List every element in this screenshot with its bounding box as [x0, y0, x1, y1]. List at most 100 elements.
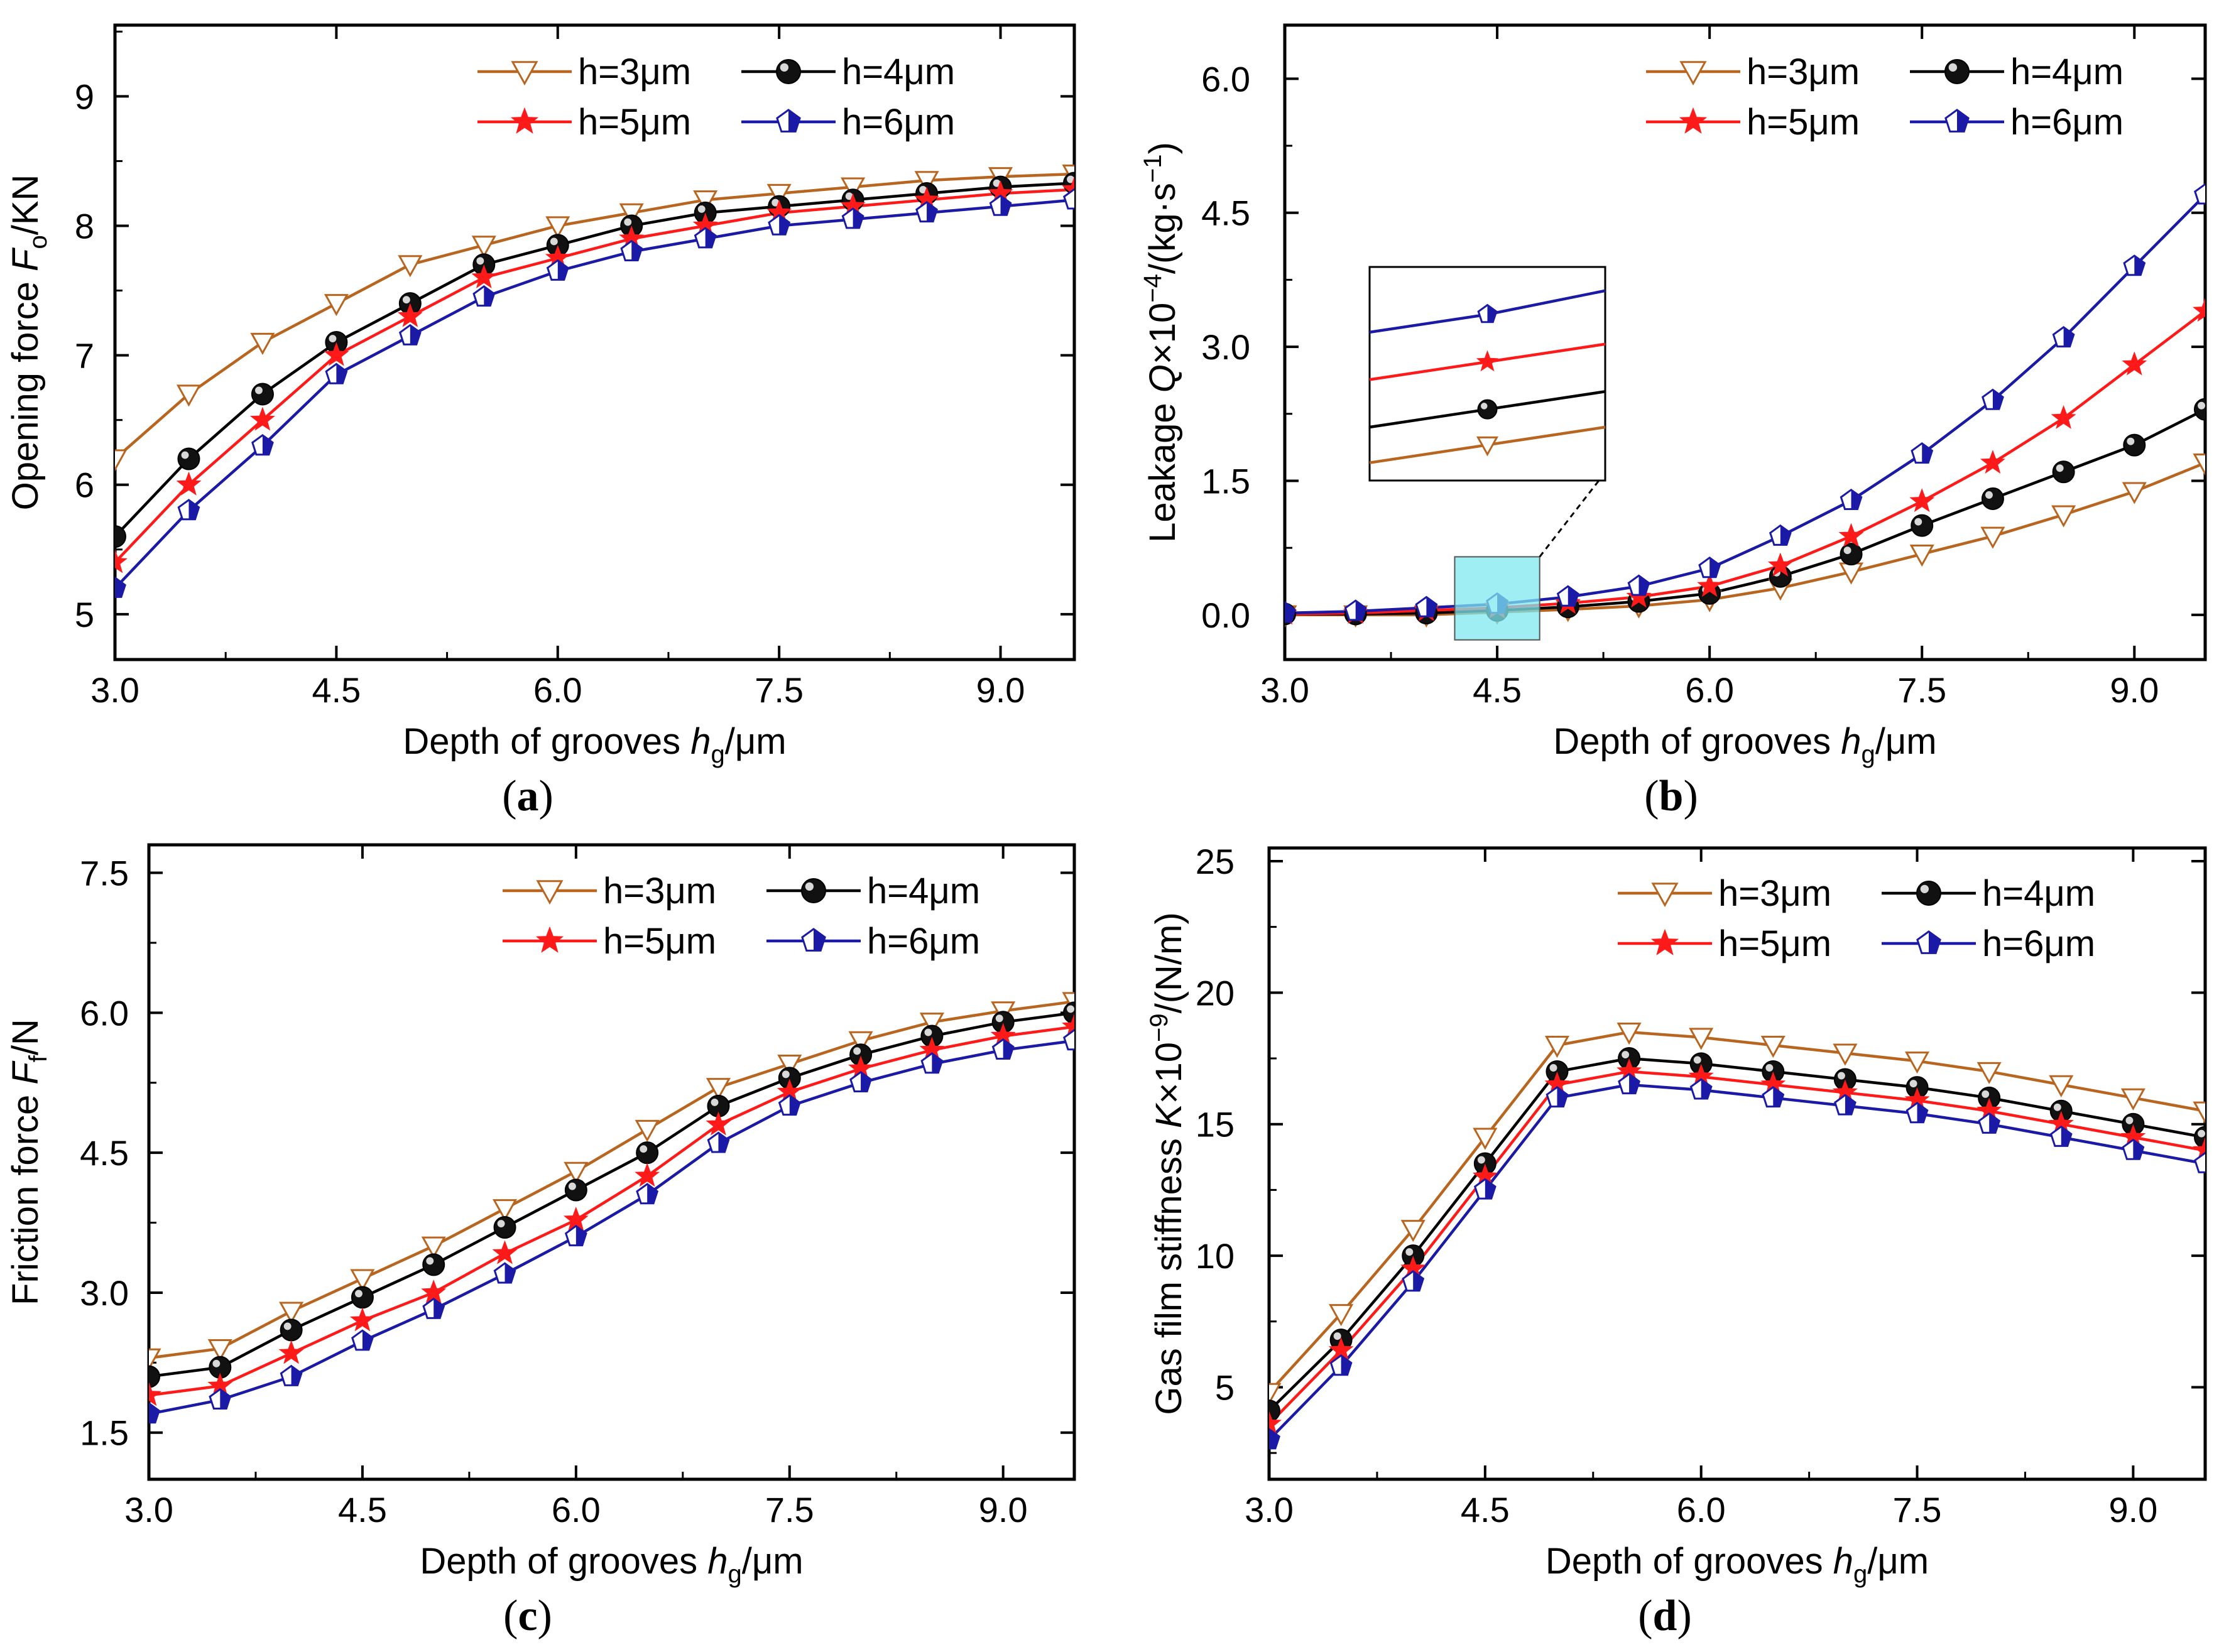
x-tick-label-text: 3.0: [1245, 1490, 1294, 1530]
data-point-h4-highlight: [1549, 1064, 1557, 1072]
x-tick-label: 4.5: [1473, 670, 1522, 710]
x-tick-label-text: 6.0: [1677, 1490, 1726, 1530]
legend-label: h=3μm: [578, 52, 691, 92]
data-point-h6-fill: [1485, 1179, 1495, 1199]
data-point-h4-highlight: [426, 1257, 434, 1265]
data-point-h6-fill: [631, 241, 642, 261]
legend-marker-h4: [801, 878, 826, 903]
y-axis-title-exp: −4: [1139, 274, 1167, 303]
panel-caption-close: ): [1683, 772, 1698, 820]
plot-frame: [1283, 23, 2207, 661]
data-point-h6-fill: [2133, 1139, 2144, 1160]
x-tick-label-text: 9.0: [2110, 670, 2159, 710]
data-point-h6-fill: [1709, 557, 1720, 577]
panel-caption-letter: b: [1659, 772, 1684, 820]
data-point-h3: [350, 1269, 375, 1291]
data-point-h6-fill: [484, 286, 494, 306]
data-point-h4-highlight: [497, 1220, 505, 1227]
data-point-h3: [176, 384, 202, 407]
data-point-h5: [635, 1163, 660, 1187]
x-tick-label-text: 7.5: [1897, 670, 1946, 710]
data-point-h3: [841, 177, 866, 200]
data-point-h6-fill: [504, 1263, 515, 1283]
y-tick-label-text: 5: [75, 595, 94, 634]
legend-marker-h5: [510, 107, 539, 134]
data-point-h6-fill: [1922, 443, 1933, 463]
data-point-h3: [848, 1031, 873, 1054]
legend-label-text: h=3μm: [578, 52, 691, 92]
x-tick-label: 3.0: [124, 1490, 173, 1530]
data-point-h4: [1269, 1399, 1280, 1423]
data-point-h4: [493, 1215, 516, 1239]
x-axis-title-main: Depth of grooves: [403, 721, 690, 762]
x-tick-label-text: 6.0: [1685, 670, 1734, 710]
data-point-h6-fill: [1426, 597, 1437, 617]
x-axis-title-var: h: [1841, 721, 1861, 762]
legend-label: h=4μm: [842, 52, 955, 92]
data-point-h6-fill: [861, 1072, 871, 1092]
data-point-h6-fill: [705, 228, 716, 247]
x-tick-label-text: 4.5: [1473, 670, 1522, 710]
legend-label: h=5μm: [603, 921, 716, 962]
y-axis-title-unit: /(N/m): [1148, 912, 1189, 1013]
data-point-h4: [2052, 460, 2075, 484]
data-point-h6-fill: [789, 1095, 800, 1115]
data-point-h6-fill: [1992, 389, 2004, 410]
data-point-h3: [2122, 482, 2147, 504]
data-point-h4-highlight: [1333, 1332, 1341, 1340]
data-point-h3: [279, 1301, 304, 1324]
series-line-h3: [1285, 461, 2205, 617]
legend-marker-h4-highlight: [1920, 884, 1929, 893]
data-point-h6-fill: [2061, 1126, 2071, 1146]
data-point-h4-highlight: [782, 1070, 790, 1079]
data-point-h3: [250, 332, 275, 356]
data-point-h3: [1980, 526, 2005, 549]
panel-caption-letter: c: [518, 1592, 537, 1640]
y-tick-label-text: 7: [75, 336, 94, 376]
x-tick-label: 9.0: [979, 1490, 1028, 1530]
panel-caption-open: (: [1638, 1592, 1652, 1640]
data-point-h6-fill: [115, 577, 126, 597]
data-point-h6-fill: [1780, 525, 1791, 545]
x-axis-title-unit: /μm: [1875, 721, 1937, 762]
legend-marker-h3: [1651, 883, 1679, 908]
y-tick-label: 6.0: [1201, 59, 1250, 99]
data-point-h4: [351, 1286, 374, 1309]
y-tick-label-text: 4.5: [1201, 193, 1250, 233]
data-point-h6-fill: [1845, 1095, 1856, 1115]
legend-label-text: h=6μm: [1982, 923, 2095, 964]
legend-label-text: h=6μm: [2010, 102, 2124, 143]
data-point-h3: [914, 171, 939, 193]
data-point-h4-highlight: [2198, 1129, 2205, 1138]
data-point-h4-highlight: [1765, 1064, 1774, 1072]
legend-marker-h6-fill: [1957, 110, 1969, 132]
data-point-h3: [919, 1013, 944, 1035]
data-point-h4: [177, 447, 200, 470]
legend-marker-h4: [1944, 59, 1970, 84]
panel-caption: (d): [1638, 1592, 1692, 1640]
data-point-h3: [115, 449, 128, 472]
legend-label-text: h=4μm: [867, 871, 980, 911]
panel-caption-open: (: [1644, 772, 1659, 820]
data-point-h5: [706, 1111, 731, 1136]
y-tick-label: 20: [1196, 973, 1235, 1013]
data-point-h4-highlight: [283, 1322, 292, 1330]
legend-label-text: h=6μm: [842, 102, 955, 143]
y-tick-label: 1.5: [1201, 461, 1250, 501]
chart-panel-b: 3.0 4.5 6.0 7.5 9.0 0.0 1.5 3.0 4.5 6.0 h=3μm h=4μm…: [1139, 23, 2207, 820]
data-point-h4-highlight: [919, 186, 927, 193]
legend-marker-h4-highlight: [1948, 63, 1958, 72]
data-point-h4: [2194, 398, 2205, 421]
data-point-h6-fill: [1917, 1102, 1927, 1122]
legend-label: h=3μm: [1718, 873, 1831, 914]
x-tick-label-text: 3.0: [124, 1490, 173, 1530]
y-tick-label-text: 0.0: [1201, 595, 1250, 635]
data-point-h4: [251, 383, 274, 406]
y-axis-title-var: K: [1148, 1102, 1189, 1128]
series-line-h6: [149, 1039, 1074, 1416]
data-point-h4-highlight: [1982, 1090, 1990, 1098]
plot-frame: [113, 23, 1076, 661]
series-line-h4: [149, 1011, 1074, 1378]
data-point-h5: [176, 471, 202, 496]
